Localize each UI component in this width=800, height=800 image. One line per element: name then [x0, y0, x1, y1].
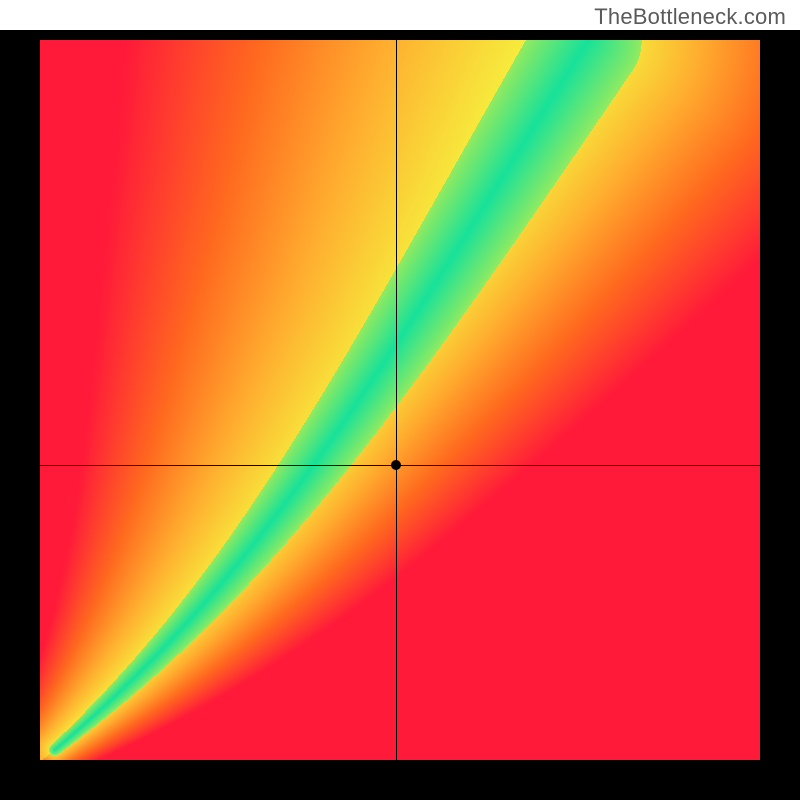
chart-outer-frame — [0, 30, 800, 800]
watermark-text: TheBottleneck.com — [594, 4, 786, 30]
heatmap-canvas — [40, 40, 760, 760]
heatmap-plot — [40, 40, 760, 760]
chart-container: TheBottleneck.com — [0, 0, 800, 800]
